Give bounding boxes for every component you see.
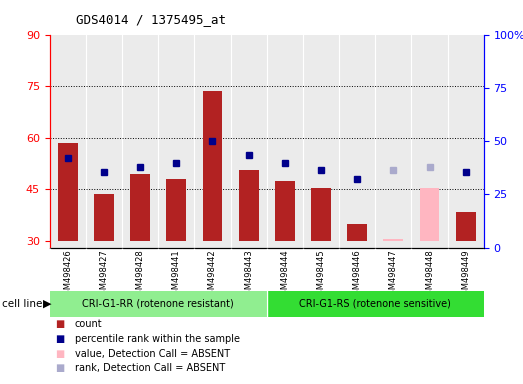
- Text: rank, Detection Call = ABSENT: rank, Detection Call = ABSENT: [75, 363, 225, 373]
- Text: GSM498441: GSM498441: [172, 249, 181, 300]
- Text: ■: ■: [55, 349, 64, 359]
- Text: count: count: [75, 319, 103, 329]
- Text: GSM498444: GSM498444: [280, 249, 289, 300]
- Bar: [130, 174, 150, 241]
- Text: GSM498426: GSM498426: [63, 249, 72, 300]
- Bar: [419, 187, 439, 241]
- Text: GDS4014 / 1375495_at: GDS4014 / 1375495_at: [76, 13, 226, 26]
- Text: ▶: ▶: [43, 299, 52, 309]
- Bar: [311, 187, 331, 241]
- Text: GSM498449: GSM498449: [461, 249, 470, 300]
- Bar: [50, 291, 267, 317]
- Bar: [58, 143, 78, 241]
- Bar: [166, 179, 186, 241]
- Text: GSM498427: GSM498427: [99, 249, 108, 300]
- Text: ■: ■: [55, 363, 64, 373]
- Text: ■: ■: [55, 334, 64, 344]
- Text: GSM498428: GSM498428: [135, 249, 145, 300]
- Text: GSM498442: GSM498442: [208, 249, 217, 300]
- Bar: [94, 194, 114, 241]
- Bar: [238, 170, 258, 241]
- Text: percentile rank within the sample: percentile rank within the sample: [75, 334, 240, 344]
- Text: GSM498448: GSM498448: [425, 249, 434, 300]
- Bar: [456, 212, 475, 241]
- Bar: [267, 291, 484, 317]
- Text: cell line: cell line: [2, 299, 42, 309]
- Text: GSM498446: GSM498446: [353, 249, 362, 300]
- Text: value, Detection Call = ABSENT: value, Detection Call = ABSENT: [75, 349, 230, 359]
- Bar: [275, 180, 295, 241]
- Text: CRI-G1-RR (rotenone resistant): CRI-G1-RR (rotenone resistant): [82, 299, 234, 309]
- Text: CRI-G1-RS (rotenone sensitive): CRI-G1-RS (rotenone sensitive): [299, 299, 451, 309]
- Bar: [347, 223, 367, 241]
- Bar: [202, 91, 222, 241]
- Bar: [383, 239, 403, 241]
- Text: GSM498445: GSM498445: [316, 249, 325, 300]
- Text: GSM498447: GSM498447: [389, 249, 398, 300]
- Text: ■: ■: [55, 319, 64, 329]
- Text: GSM498443: GSM498443: [244, 249, 253, 300]
